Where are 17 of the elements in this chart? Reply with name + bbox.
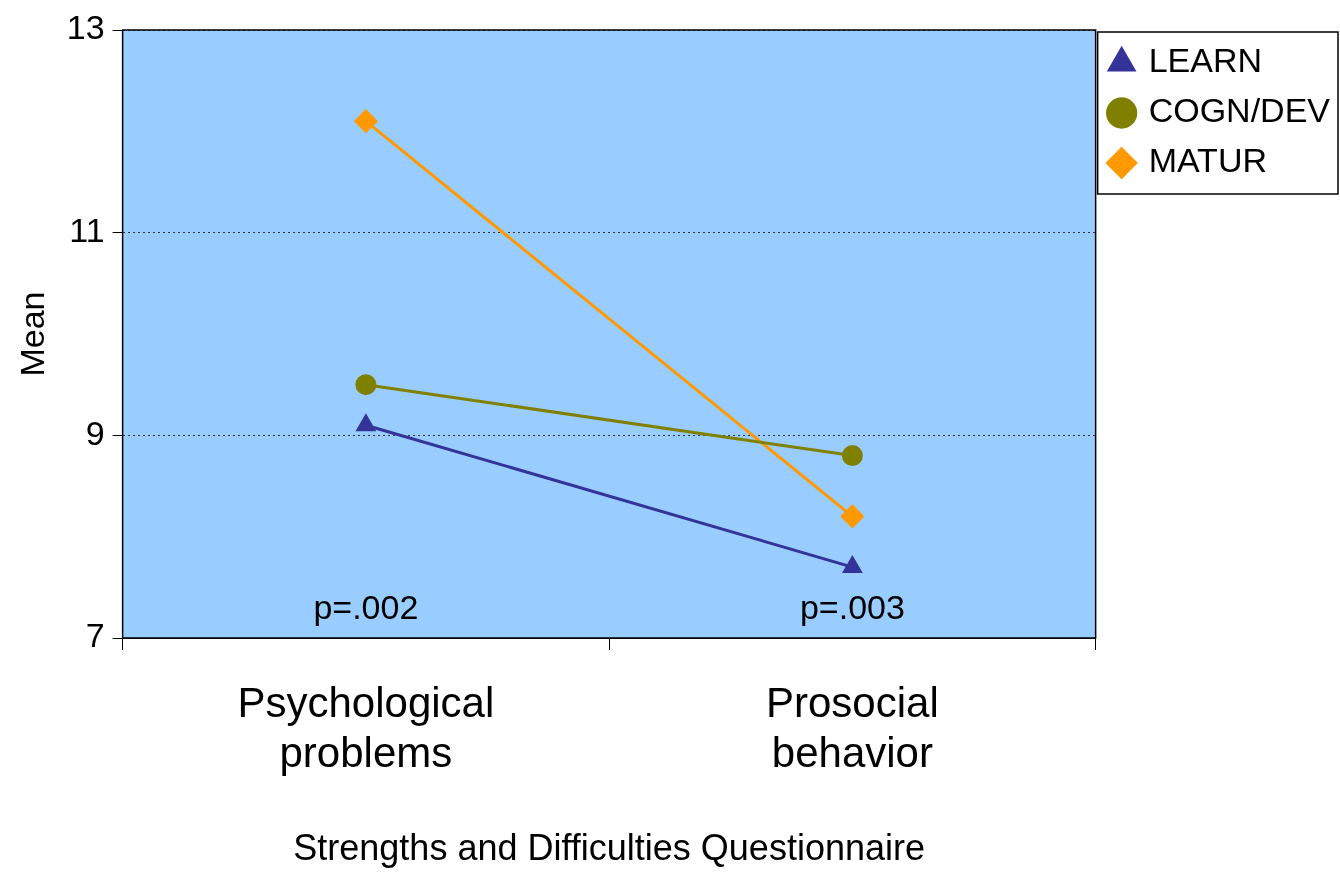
point	[355, 374, 377, 396]
legend-label: LEARN	[1148, 41, 1263, 80]
annotation: p=.002	[313, 588, 419, 627]
x-tick-label: Prosocial behavior	[766, 678, 939, 777]
point	[354, 109, 378, 133]
x-axis-title: Strengths and Difficulties Questionnaire	[293, 827, 925, 869]
y-tick-label: 11	[69, 211, 105, 250]
y-tick-label: 7	[85, 616, 105, 655]
point	[840, 504, 864, 528]
annotation: p=.003	[799, 588, 905, 627]
y-axis-title: Mean	[12, 291, 51, 377]
x-tick-label: Psychological problems	[237, 678, 495, 777]
legend-label: COGN/DEV	[1148, 91, 1331, 130]
point	[841, 445, 863, 467]
y-tick-label: 9	[85, 413, 105, 452]
y-tick-label: 13	[66, 8, 105, 47]
legend-label: MATUR	[1148, 141, 1267, 180]
